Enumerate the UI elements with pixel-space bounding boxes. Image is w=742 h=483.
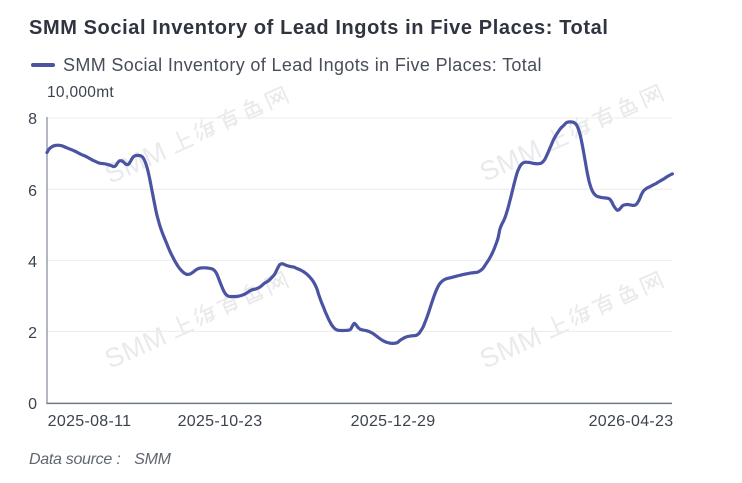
svg-text:SMM: SMM — [475, 134, 546, 188]
svg-text:SMM: SMM — [100, 136, 171, 190]
svg-text:SMM: SMM — [100, 321, 171, 375]
svg-text:SMM: SMM — [475, 321, 546, 375]
